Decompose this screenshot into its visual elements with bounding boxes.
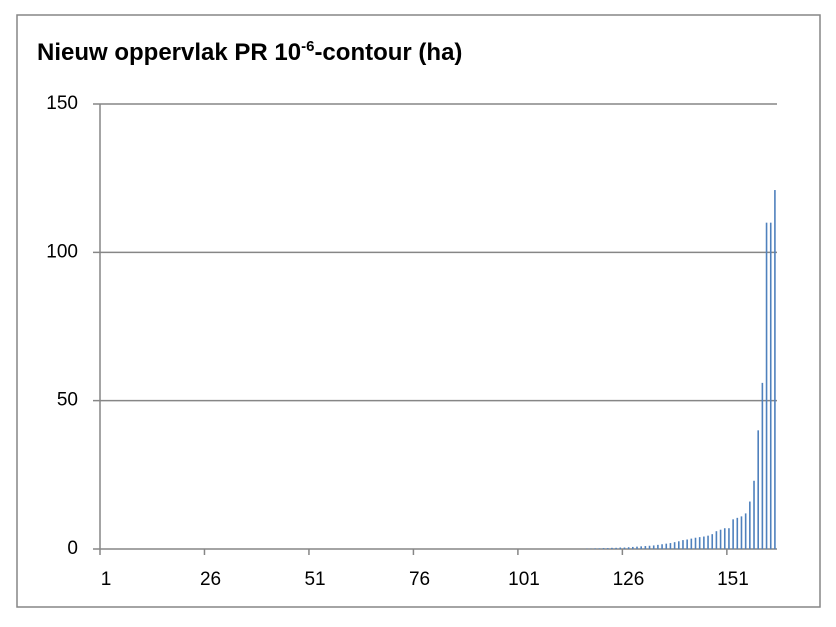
bar — [623, 547, 626, 549]
bar — [719, 529, 722, 549]
x-tick-label: 51 — [304, 569, 325, 590]
title-main: Nieuw oppervlak PR 10 — [37, 39, 301, 66]
bar — [715, 531, 718, 549]
x-tick-label: 126 — [613, 569, 645, 590]
bar — [769, 222, 772, 549]
bar — [682, 540, 684, 549]
title-superscript: -6 — [301, 38, 314, 55]
bar — [598, 548, 601, 549]
bar — [694, 537, 697, 549]
bar — [749, 501, 751, 549]
bar — [744, 513, 747, 549]
chart-title: Nieuw oppervlak PR 10-6-contour (ha) — [37, 38, 462, 66]
bar — [606, 548, 609, 549]
bar — [652, 545, 655, 549]
bar — [594, 548, 597, 549]
bar — [648, 545, 651, 549]
bar — [698, 537, 701, 549]
bar — [707, 535, 709, 549]
bar — [677, 541, 680, 549]
bar — [761, 382, 764, 549]
x-tick-label: 76 — [409, 569, 430, 590]
bar — [632, 546, 634, 549]
bar — [661, 544, 663, 549]
bar — [669, 543, 672, 549]
bar — [728, 528, 730, 549]
bar — [636, 546, 638, 549]
bar — [644, 546, 647, 549]
bar — [686, 539, 688, 549]
bar — [627, 547, 630, 549]
bar — [619, 547, 622, 549]
bar — [615, 547, 617, 549]
x-tick-label: 151 — [717, 569, 749, 590]
bar — [774, 190, 776, 550]
y-tick-label: 0 — [67, 538, 78, 559]
bar — [673, 542, 676, 549]
x-tick-label: 26 — [200, 569, 221, 590]
x-tick-label: 1 — [101, 569, 112, 590]
bar — [757, 430, 759, 549]
y-tick-label: 150 — [46, 93, 78, 114]
bar — [711, 534, 714, 549]
y-tick-label: 50 — [57, 390, 78, 411]
bar — [690, 538, 693, 549]
y-tick-label: 100 — [46, 241, 78, 262]
x-tick-label: 101 — [508, 569, 540, 590]
bar — [736, 517, 739, 549]
bar — [732, 519, 734, 549]
bar — [665, 543, 668, 549]
title-rest: -contour (ha) — [314, 39, 462, 66]
bar — [703, 536, 705, 549]
bar — [740, 516, 743, 549]
bar — [640, 546, 642, 549]
bar — [657, 544, 659, 549]
bar — [765, 222, 768, 549]
bar — [602, 548, 605, 549]
bar — [753, 480, 755, 549]
bar — [723, 528, 726, 549]
bar — [611, 547, 613, 549]
chart-frame — [16, 14, 821, 608]
